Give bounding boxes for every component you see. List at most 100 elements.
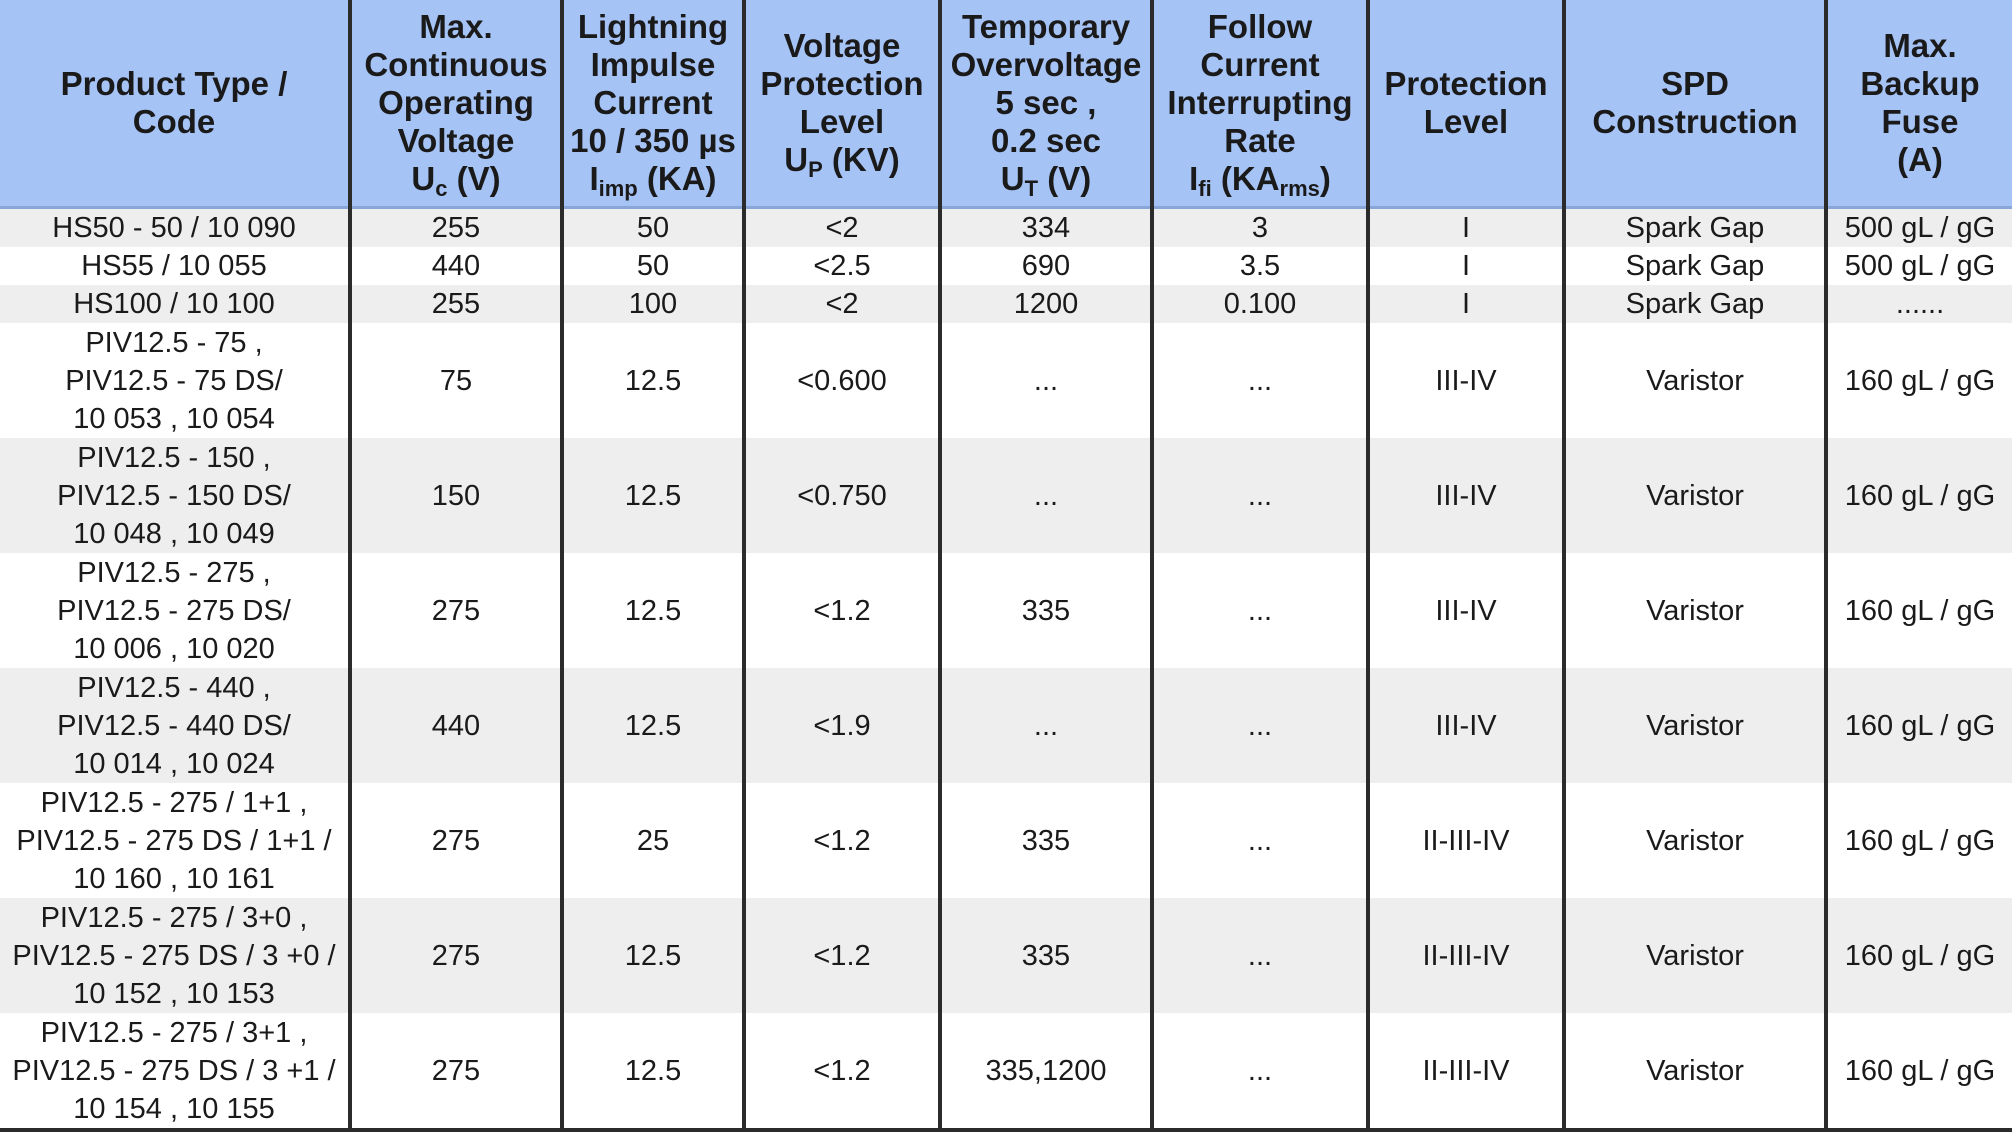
header-line: 10 / 350 µs <box>570 122 736 159</box>
cell-max-backup-fuse: 160 gL / gG <box>1824 323 2012 438</box>
cell-protection-level: II-III-IV <box>1366 898 1564 1013</box>
header-symbol: U <box>784 141 809 178</box>
cell-protection-level: II-III-IV <box>1366 1013 1564 1132</box>
cell-temporary-overvoltage: 335,1200 <box>938 1013 1152 1132</box>
cell-max-continuous-voltage: 440 <box>348 668 562 783</box>
cell-spd-construction: Spark Gap <box>1562 247 1826 285</box>
header-line: (A) <box>1897 141 1943 178</box>
header-subscript: P <box>808 157 823 182</box>
cell-protection-level: III-IV <box>1366 323 1564 438</box>
header-line: Protection <box>1384 65 1548 102</box>
header-line: Product Type / <box>60 65 288 102</box>
header-line: Operating <box>378 84 534 121</box>
cell-max-backup-fuse: 160 gL / gG <box>1824 1013 2012 1132</box>
cell-temporary-overvoltage: 690 <box>938 247 1152 285</box>
header-unit-line: Iimp (KA) <box>566 160 740 200</box>
cell-lightning-impulse-current: 50 <box>560 247 744 285</box>
cell-lightning-impulse-current: 100 <box>560 285 744 323</box>
cell-lightning-impulse-current: 12.5 <box>560 898 744 1013</box>
cell-protection-level: II-III-IV <box>1366 783 1564 898</box>
header-voltage-protection-level: Voltage Protection Level UP (KV) <box>742 0 940 209</box>
header-symbol: I <box>589 160 599 197</box>
cell-follow-current-rate: 3.5 <box>1150 247 1368 285</box>
cell-voltage-protection-level: <1.2 <box>742 1013 940 1132</box>
header-unit: (V) <box>447 160 501 197</box>
header-subscript: rms <box>1279 176 1320 201</box>
header-unit: (V) <box>1038 160 1092 197</box>
cell-product-code: PIV12.5 - 275 / 3+0 , PIV12.5 - 275 DS / … <box>0 898 350 1013</box>
header-unit: ) <box>1319 160 1331 197</box>
product-code-line: PIV12.5 - 440 DS/ <box>57 709 291 742</box>
cell-temporary-overvoltage: 335 <box>938 783 1152 898</box>
table-row: HS55 / 10 055 440 50 <2.5 690 3.5 I Spark Gap 50… <box>0 247 2012 285</box>
cell-max-continuous-voltage: 275 <box>348 1013 562 1132</box>
header-temporary-overvoltage: Temporary Overvoltage 5 sec , 0.2 sec UT… <box>938 0 1152 209</box>
cell-spd-construction: Spark Gap <box>1562 207 1826 247</box>
cell-follow-current-rate: ... <box>1150 438 1368 553</box>
table-row: PIV12.5 - 275 / 3+0 , PIV12.5 - 275 DS / … <box>0 898 2012 1013</box>
cell-protection-level: III-IV <box>1366 668 1564 783</box>
header-line: Follow <box>1207 8 1313 45</box>
cell-lightning-impulse-current: 12.5 <box>560 553 744 668</box>
product-code-line: PIV12.5 - 275 / 3+1 , <box>40 1016 308 1049</box>
product-code-line: HS50 - 50 / 10 090 <box>52 212 296 244</box>
cell-max-continuous-voltage: 255 <box>348 207 562 247</box>
cell-max-backup-fuse: ...... <box>1824 285 2012 323</box>
table-row: PIV12.5 - 275 / 1+1 , PIV12.5 - 275 DS / … <box>0 783 2012 898</box>
table-row: PIV12.5 - 440 , PIV12.5 - 440 DS/10 014 ,… <box>0 668 2012 783</box>
table-row: PIV12.5 - 150 , PIV12.5 - 150 DS/10 048 ,… <box>0 438 2012 553</box>
header-line: Voltage <box>397 122 515 159</box>
table-row: PIV12.5 - 275 , PIV12.5 - 275 DS/10 006 ,… <box>0 553 2012 668</box>
cell-spd-construction: Spark Gap <box>1562 285 1826 323</box>
cell-spd-construction: Varistor <box>1562 668 1826 783</box>
table-row: PIV12.5 - 75 , PIV12.5 - 75 DS/10 053 , 1… <box>0 323 2012 438</box>
header-lightning-impulse-current: Lightning Impulse Current 10 / 350 µs Ii… <box>560 0 744 209</box>
product-code-line: 10 048 , 10 049 <box>73 517 275 550</box>
header-line: Temporary <box>961 8 1131 45</box>
header-line: Construction <box>1592 103 1798 140</box>
header-symbol: U <box>411 160 436 197</box>
cell-voltage-protection-level: <0.750 <box>742 438 940 553</box>
table-row: HS50 - 50 / 10 090 255 50 <2 334 3 I Spark Gap 5… <box>0 207 2012 247</box>
header-symbol: U <box>1000 160 1025 197</box>
header-line: Level <box>799 103 885 140</box>
cell-follow-current-rate: ... <box>1150 1013 1368 1132</box>
cell-max-continuous-voltage: 275 <box>348 898 562 1013</box>
cell-voltage-protection-level: <1.2 <box>742 898 940 1013</box>
table-row: PIV12.5 - 275 / 3+1 , PIV12.5 - 275 DS / … <box>0 1013 2012 1132</box>
cell-spd-construction: Varistor <box>1562 323 1826 438</box>
header-line: Level <box>1423 103 1509 140</box>
product-code-line: PIV12.5 - 75 DS/ <box>65 364 283 397</box>
product-code-line: PIV12.5 - 150 DS/ <box>57 479 291 512</box>
cell-product-code: PIV12.5 - 275 , PIV12.5 - 275 DS/10 006 ,… <box>0 553 350 668</box>
product-code-line: PIV12.5 - 275 DS / 3 +1 / <box>12 1054 336 1087</box>
header-line: Current <box>593 84 713 121</box>
header-line: Max. <box>1883 27 1957 64</box>
product-code-line: 10 152 , 10 153 <box>73 977 275 1010</box>
cell-lightning-impulse-current: 25 <box>560 783 744 898</box>
header-follow-current-interrupting-rate: Follow Current Interrupting Rate Ifi (KA… <box>1150 0 1368 209</box>
cell-spd-construction: Varistor <box>1562 783 1826 898</box>
header-unit-line: UT (V) <box>944 160 1148 200</box>
product-code-line: PIV12.5 - 275 / 3+0 , <box>40 901 308 934</box>
product-code-line: 10 006 , 10 020 <box>73 632 275 665</box>
header-unit-line: Uc (V) <box>354 160 558 200</box>
cell-follow-current-rate: ... <box>1150 553 1368 668</box>
cell-voltage-protection-level: <2.5 <box>742 247 940 285</box>
header-line: Rate <box>1224 122 1296 159</box>
cell-follow-current-rate: ... <box>1150 898 1368 1013</box>
cell-max-backup-fuse: 160 gL / gG <box>1824 783 2012 898</box>
cell-max-continuous-voltage: 150 <box>348 438 562 553</box>
header-subscript: fi <box>1198 176 1212 201</box>
cell-max-backup-fuse: 160 gL / gG <box>1824 668 2012 783</box>
cell-voltage-protection-level: <0.600 <box>742 323 940 438</box>
header-max-backup-fuse: Max. Backup Fuse (A) <box>1824 0 2012 209</box>
cell-max-continuous-voltage: 440 <box>348 247 562 285</box>
header-spd-construction: SPD Construction <box>1562 0 1826 209</box>
table-body: HS50 - 50 / 10 090 255 50 <2 334 3 I Spark Gap 5… <box>0 207 2012 1132</box>
header-line: Interrupting <box>1167 84 1353 121</box>
cell-max-backup-fuse: 500 gL / gG <box>1824 207 2012 247</box>
cell-max-backup-fuse: 160 gL / gG <box>1824 898 2012 1013</box>
table-row: HS100 / 10 100 255 100 <2 1200 0.100 I Spark Ga… <box>0 285 2012 323</box>
